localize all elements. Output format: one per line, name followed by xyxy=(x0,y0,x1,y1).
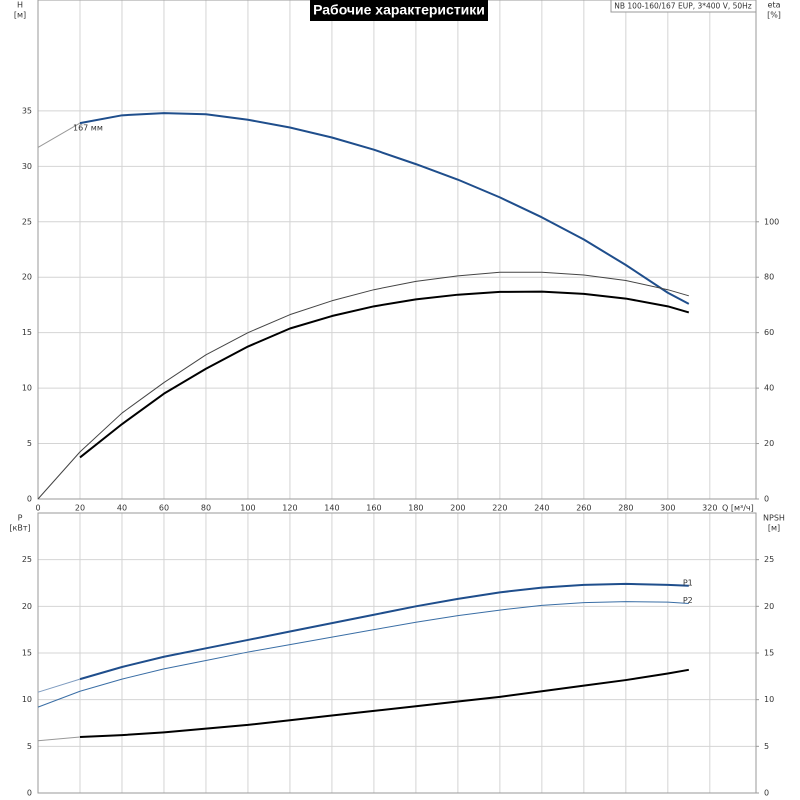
y-tick-label: 0 xyxy=(27,495,32,504)
y2-tick-label: 80 xyxy=(764,273,774,282)
x-tick-label: 320 xyxy=(702,504,717,513)
y2-tick-label: 60 xyxy=(764,328,774,337)
x-tick-label: 280 xyxy=(618,504,633,513)
y2-tick-label: 0 xyxy=(764,789,769,798)
x-axis-title: Q [м³/ч] xyxy=(722,504,754,513)
y2-tick-label: 10 xyxy=(764,695,774,704)
y-tick-label: 0 xyxy=(27,789,32,798)
y-axis-title: P xyxy=(18,514,23,523)
x-tick-label: 140 xyxy=(324,504,339,513)
curve xyxy=(37,271,689,500)
y-tick-label: 35 xyxy=(22,106,32,115)
curve xyxy=(79,582,689,681)
y2-axis-unit: [%] xyxy=(767,11,781,20)
y2-axis-title: NPSH xyxy=(763,514,785,523)
x-tick-label: 260 xyxy=(576,504,591,513)
y-tick-label: 5 xyxy=(27,439,32,448)
curve xyxy=(37,601,689,708)
curve xyxy=(37,122,81,148)
curve xyxy=(37,678,81,693)
y2-tick-label: 100 xyxy=(764,217,779,226)
y-axis-title: H xyxy=(17,1,23,10)
y-tick-label: 15 xyxy=(22,328,32,337)
y-axis-unit: [кВт] xyxy=(9,524,30,533)
curve-label: P2 xyxy=(683,596,693,605)
y-tick-label: 25 xyxy=(22,555,32,564)
y-tick-label: 15 xyxy=(22,649,32,658)
x-tick-label: 60 xyxy=(159,504,169,513)
y-tick-label: 10 xyxy=(22,695,32,704)
chart-title: Рабочие характеристики xyxy=(313,2,485,18)
curve-label: P1 xyxy=(683,578,693,587)
y2-tick-label: 25 xyxy=(764,555,774,564)
y-tick-label: 25 xyxy=(22,217,32,226)
y-tick-label: 10 xyxy=(22,384,32,393)
y-tick-label: 20 xyxy=(22,273,32,282)
x-tick-label: 80 xyxy=(201,504,211,513)
y-axis-unit: [м] xyxy=(14,11,26,20)
y2-tick-label: 5 xyxy=(764,742,769,751)
y2-tick-label: 20 xyxy=(764,602,774,611)
curve xyxy=(79,290,690,459)
curve xyxy=(37,736,81,742)
x-tick-label: 300 xyxy=(660,504,675,513)
curve xyxy=(79,112,690,305)
y-tick-label: 20 xyxy=(22,602,32,611)
y2-tick-label: 20 xyxy=(764,439,774,448)
x-tick-label: 220 xyxy=(492,504,507,513)
x-tick-label: 0 xyxy=(35,504,40,513)
model-label: NB 100-160/167 EUP, 3*400 V, 50Hz xyxy=(614,2,752,11)
curve xyxy=(79,668,689,738)
x-tick-label: 40 xyxy=(117,504,127,513)
plot-frame xyxy=(37,0,757,500)
y2-axis-unit: [м] xyxy=(768,524,780,533)
y-tick-label: 5 xyxy=(27,742,32,751)
plot-background xyxy=(38,0,756,499)
y2-axis-title: eta xyxy=(768,1,781,10)
y2-tick-label: 40 xyxy=(764,384,774,393)
x-tick-label: 20 xyxy=(75,504,85,513)
model-box xyxy=(610,0,757,13)
x-tick-label: 160 xyxy=(366,504,381,513)
x-tick-label: 100 xyxy=(240,504,255,513)
x-tick-label: 200 xyxy=(450,504,465,513)
title-box xyxy=(310,0,488,21)
x-tick-label: 120 xyxy=(282,504,297,513)
y2-tick-label: 0 xyxy=(764,495,769,504)
curve-label: 167 мм xyxy=(73,124,103,133)
x-tick-label: 240 xyxy=(534,504,549,513)
x-tick-label: 180 xyxy=(408,504,423,513)
y-tick-label: 30 xyxy=(22,162,32,171)
y2-tick-label: 15 xyxy=(764,649,774,658)
plot-frame xyxy=(37,512,757,794)
